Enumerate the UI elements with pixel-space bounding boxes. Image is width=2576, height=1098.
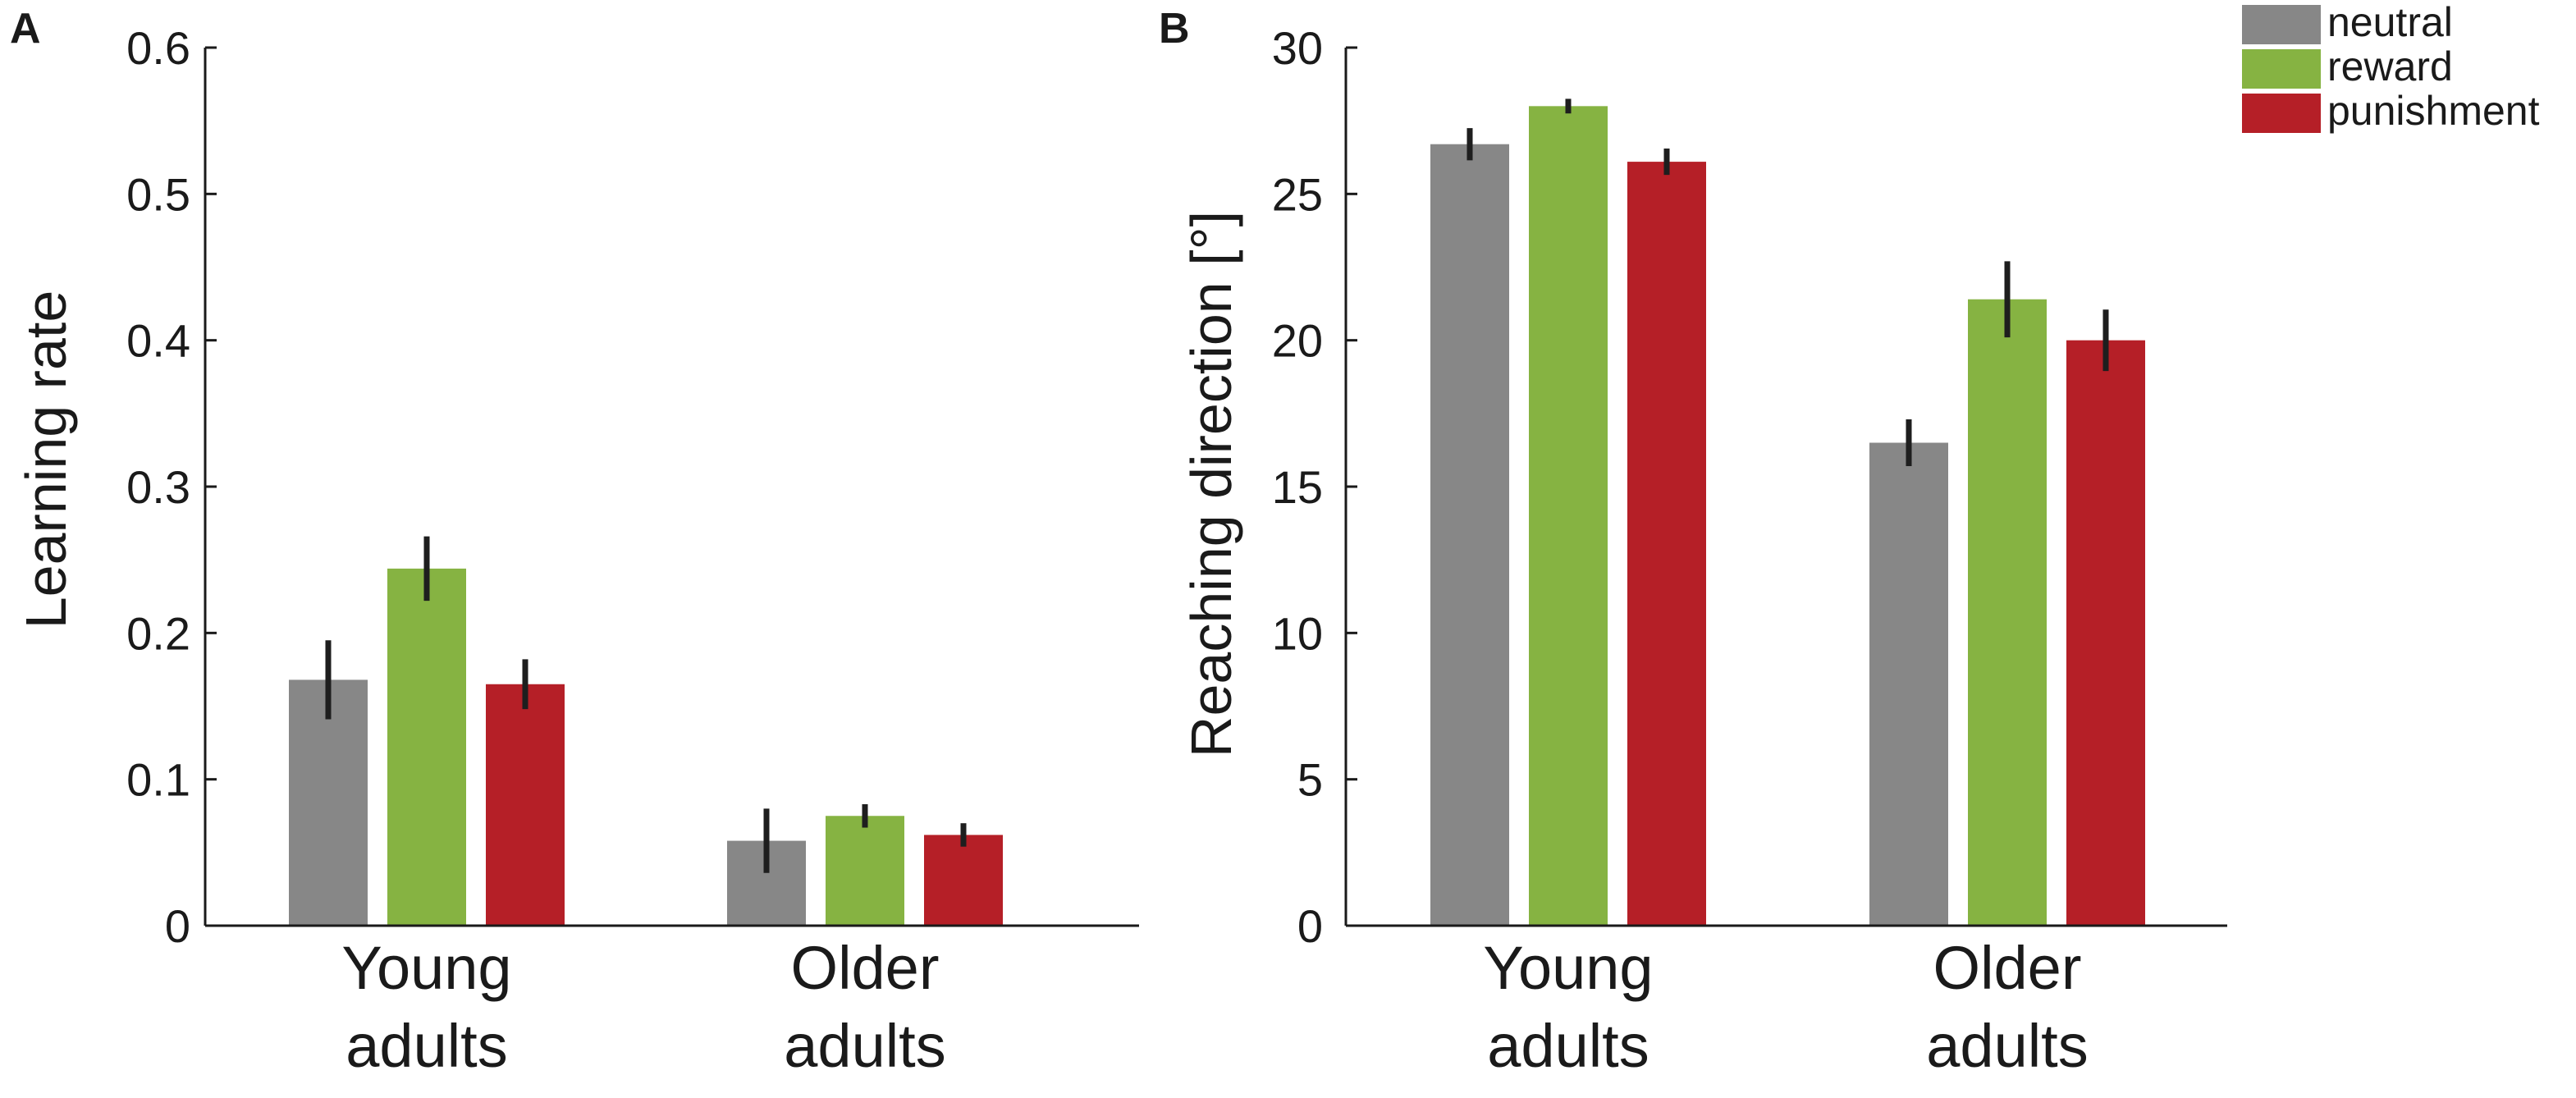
y-tick-label: 0 bbox=[165, 900, 190, 952]
legend-swatch-neutral bbox=[2242, 5, 2321, 44]
y-axis-label: Reaching direction [°] bbox=[1179, 211, 1243, 757]
category-label-line2: adults bbox=[1926, 1012, 2088, 1080]
legend-label-neutral: neutral bbox=[2327, 0, 2453, 45]
legend-swatch-punishment bbox=[2242, 94, 2321, 133]
y-axis-label: Learning rate bbox=[14, 291, 78, 629]
bar-neutral-older bbox=[1869, 442, 1948, 926]
bar-reward-older bbox=[826, 816, 904, 926]
category-label-line2: adults bbox=[1487, 1012, 1649, 1080]
category-label-line1: Older bbox=[1933, 934, 2082, 1002]
y-tick-label: 0.1 bbox=[126, 754, 190, 806]
y-tick-label: 5 bbox=[1297, 754, 1323, 806]
bar-punishment-young bbox=[1627, 162, 1706, 926]
panel-b-letter: B bbox=[1159, 5, 1190, 53]
bar-punishment-older bbox=[924, 835, 1003, 926]
category-label-line2: adults bbox=[345, 1012, 507, 1080]
bar-punishment-older bbox=[2066, 340, 2145, 926]
category-label-line1: Young bbox=[341, 934, 511, 1002]
y-tick-label: 0.4 bbox=[126, 315, 190, 367]
y-tick-label: 10 bbox=[1272, 607, 1323, 659]
bar-neutral-young bbox=[1430, 144, 1509, 926]
panel-b-chart: 0 5 10 15 20 25 30 Reaching direction [°] Young a… bbox=[1179, 0, 2540, 1080]
legend-label-punishment: punishment bbox=[2327, 88, 2540, 134]
y-tick-label: 30 bbox=[1272, 22, 1323, 74]
bar-reward-young bbox=[1529, 106, 1608, 926]
legend-label-reward: reward bbox=[2327, 43, 2453, 89]
bar-neutral-young bbox=[289, 679, 368, 926]
bar-reward-older bbox=[1968, 299, 2047, 926]
y-tick-label: 15 bbox=[1272, 461, 1323, 513]
y-tick-label: 20 bbox=[1272, 315, 1323, 367]
y-tick-label: 0.3 bbox=[126, 461, 190, 513]
panel-a-letter: A bbox=[10, 5, 41, 53]
bar-reward-young bbox=[387, 568, 466, 926]
y-tick-label: 0.2 bbox=[126, 607, 190, 659]
y-tick-label: 25 bbox=[1272, 168, 1323, 220]
bar-punishment-young bbox=[486, 684, 565, 926]
category-label-line1: Young bbox=[1483, 934, 1653, 1002]
y-tick-label: 0.5 bbox=[126, 168, 190, 220]
y-tick-label: 0.6 bbox=[126, 22, 190, 74]
category-label-line1: Older bbox=[791, 934, 940, 1002]
legend-swatch-reward bbox=[2242, 49, 2321, 89]
y-tick-label: 0 bbox=[1297, 900, 1323, 952]
category-label-line2: adults bbox=[784, 1012, 945, 1080]
panel-a-chart: 0 0.1 0.2 0.3 0.4 0.5 0.6 Learning rate Young adu… bbox=[14, 22, 1139, 1080]
